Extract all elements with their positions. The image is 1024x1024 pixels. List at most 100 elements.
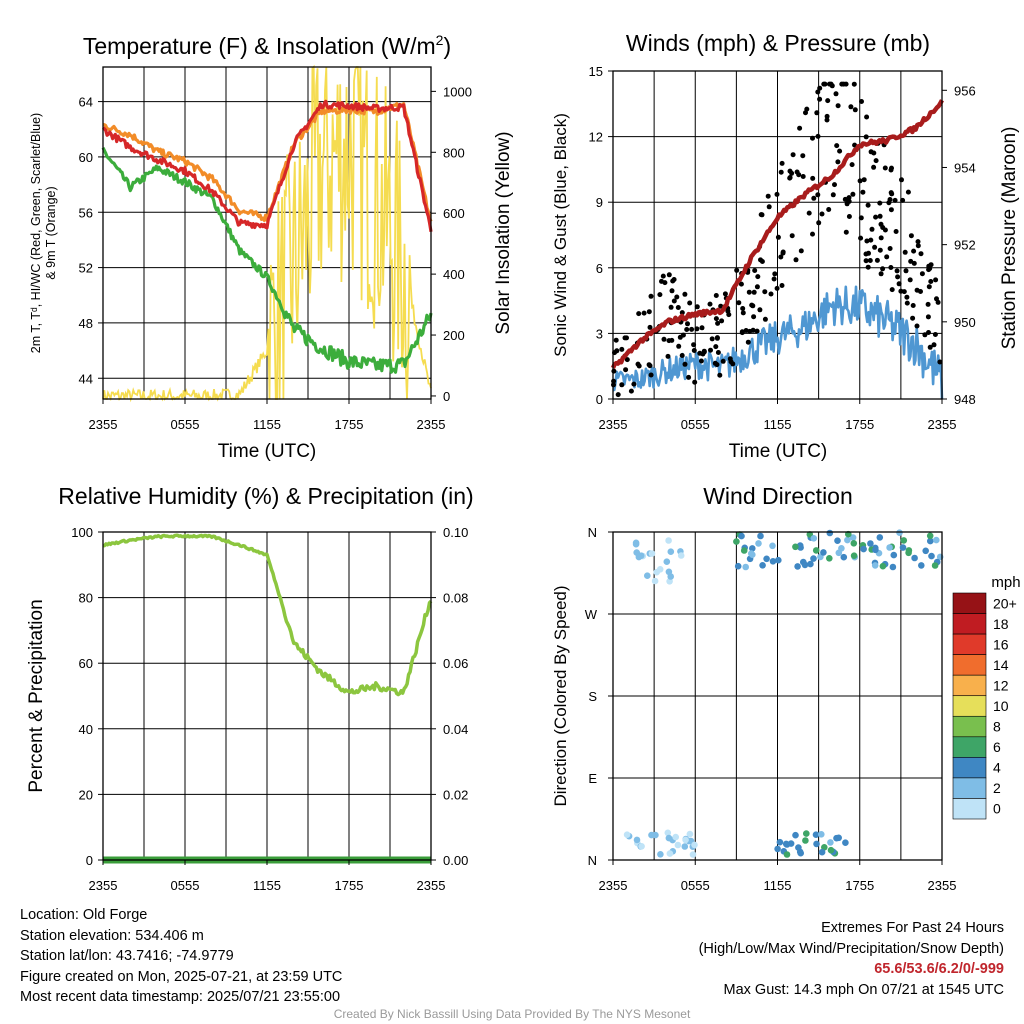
x-tick-label: 2355 — [928, 417, 957, 432]
direction-point — [749, 545, 756, 552]
gust-point — [765, 193, 771, 199]
gust-point — [919, 271, 925, 277]
panel-title: Temperature (F) & Insolation (W/m2) — [83, 32, 451, 59]
gust-point — [757, 307, 763, 313]
y-tick-label: 15 — [589, 64, 603, 79]
x-tick-label: 1155 — [764, 417, 792, 432]
y2-tick-label: 0.08 — [443, 591, 468, 606]
legend-swatch — [952, 633, 987, 655]
gust-point — [846, 195, 852, 201]
y-tick-label: 9 — [596, 195, 603, 210]
gust-point — [772, 271, 778, 277]
gust-point — [787, 168, 793, 174]
y-axis-label-right: Station Pressure (Maroon) — [999, 127, 1020, 350]
direction-point — [672, 833, 679, 841]
direction-point — [738, 532, 745, 540]
y2-tick-label: 0.02 — [443, 787, 468, 802]
direction-point — [827, 846, 835, 854]
y2-tick-label: 0.00 — [443, 853, 468, 868]
y2-tick-label: 800 — [443, 145, 465, 160]
gust-point — [671, 298, 677, 304]
gust-point — [867, 258, 873, 263]
gust-point — [928, 279, 934, 284]
gust-point — [745, 339, 751, 345]
direction-point — [632, 540, 640, 548]
series-line-2m-t — [101, 99, 433, 233]
gust-point — [904, 294, 910, 300]
direction-point — [782, 840, 790, 848]
gust-point — [717, 372, 723, 378]
y-tick-label: E — [588, 771, 597, 786]
gust-point — [872, 244, 878, 250]
legend-label: 8 — [993, 719, 1001, 735]
gust-point — [806, 210, 812, 216]
gust-point — [861, 177, 867, 183]
direction-point — [623, 831, 631, 838]
gust-point — [680, 332, 686, 338]
latlon-text: Station lat/lon: 43.7416; -74.9779 — [20, 948, 234, 964]
x-tick-label: 1155 — [253, 417, 281, 432]
gust-point — [749, 302, 755, 308]
x-axis-label: Time (UTC) — [218, 441, 317, 462]
gust-point — [894, 268, 900, 274]
direction-point — [638, 843, 645, 850]
gust-point — [722, 291, 728, 297]
direction-point — [792, 831, 799, 839]
gust-point — [730, 361, 736, 367]
gust-point — [694, 304, 700, 310]
direction-point — [918, 562, 925, 569]
legend-label: 2 — [993, 780, 1001, 796]
legend-swatch — [952, 777, 987, 799]
direction-point — [794, 563, 801, 570]
panel-wind-direction: Wind Direction 2355 0555 1155 1755 2355NESWN… — [551, 483, 1021, 893]
direction-point — [792, 543, 799, 551]
direction-point — [812, 547, 820, 554]
gust-point — [771, 276, 777, 282]
x-tick-label: 2355 — [928, 878, 957, 893]
gust-point — [851, 81, 857, 87]
gust-point — [819, 211, 825, 217]
direction-point — [769, 542, 776, 550]
gust-point — [825, 98, 831, 104]
direction-point — [931, 562, 939, 569]
gust-point — [880, 266, 886, 272]
gust-point — [887, 246, 893, 251]
gust-point — [926, 330, 931, 335]
series-line-station-pressure — [610, 99, 944, 369]
direction-point — [807, 560, 814, 568]
gust-point — [858, 235, 864, 241]
x-tick-label: 1155 — [253, 878, 281, 893]
gust-point — [910, 303, 916, 308]
gust-point — [918, 289, 923, 294]
series-group — [610, 81, 944, 400]
gust-point — [815, 89, 821, 95]
direction-point — [889, 563, 897, 571]
gust-point — [889, 287, 895, 293]
y2-tick-label: 0.06 — [443, 656, 468, 671]
gust-point — [635, 361, 641, 367]
gust-point — [778, 169, 784, 175]
gust-point — [815, 133, 821, 139]
y-tick-label: S — [588, 689, 597, 704]
direction-point — [905, 549, 912, 557]
gust-point — [725, 308, 731, 314]
gust-point — [697, 350, 703, 356]
direction-point — [774, 845, 781, 853]
gust-point — [857, 178, 863, 184]
tick-labels: 2355 0555 1155 1755 2355 44 48 52 56 60 64 0 200 400 6… — [79, 84, 472, 432]
direction-point — [633, 549, 640, 556]
gust-point — [734, 267, 740, 273]
y2-tick-label: 0.10 — [443, 525, 468, 540]
gust-point — [754, 328, 760, 334]
x-tick-label: 2355 — [599, 878, 628, 893]
tick-labels: 2355 0555 1155 1755 2355 0 3 6 9 12 15 948 950 952 954… — [589, 64, 976, 432]
direction-point — [787, 840, 795, 847]
legend-label: 18 — [993, 616, 1009, 632]
extremes-values: 65.6/53.6/6.2/0/-999 — [874, 961, 1004, 977]
gust-point — [746, 289, 752, 295]
gust-point — [848, 104, 854, 110]
gust-point — [900, 197, 906, 203]
legend-title: mph — [991, 574, 1020, 591]
gust-point — [800, 153, 806, 159]
direction-point — [783, 851, 791, 858]
